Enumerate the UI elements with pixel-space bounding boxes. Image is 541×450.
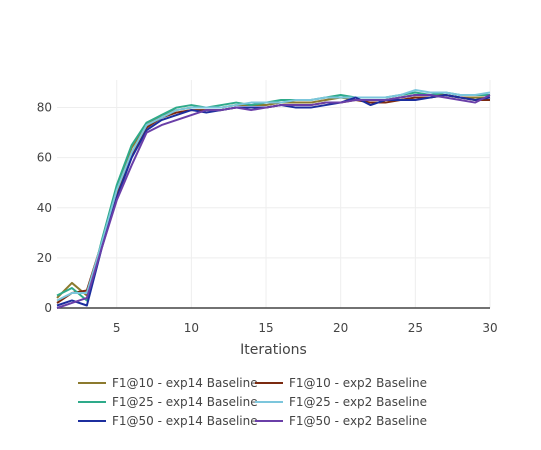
y-tick-label: 60 bbox=[37, 151, 52, 165]
legend-item[interactable]: F1@25 - exp2 Baseline bbox=[255, 395, 427, 409]
x-axis-title: Iterations bbox=[240, 342, 307, 358]
legend-item[interactable]: F1@10 - exp14 Baseline bbox=[78, 376, 258, 390]
x-tick-label: 5 bbox=[113, 321, 121, 335]
legend-label: F1@10 - exp14 Baseline bbox=[112, 376, 258, 390]
series-line-6 bbox=[56, 94, 491, 309]
legend-label: F1@10 - exp2 Baseline bbox=[289, 376, 427, 390]
x-tick-label: 15 bbox=[258, 321, 273, 335]
x-tick-label: 20 bbox=[333, 321, 348, 335]
y-tick-label: 20 bbox=[37, 251, 52, 265]
legend[interactable]: F1@10 - exp14 Baseline F1@10 - exp2 Basel… bbox=[78, 376, 427, 428]
y-tick-label: 40 bbox=[37, 201, 52, 215]
y-axis: 0 20 40 60 80 bbox=[37, 101, 52, 315]
legend-item[interactable]: F1@50 - exp14 Baseline bbox=[78, 414, 258, 428]
series-lines bbox=[56, 89, 491, 309]
x-tick-label: 10 bbox=[184, 321, 199, 335]
legend-item[interactable]: F1@10 - exp2 Baseline bbox=[255, 376, 427, 390]
grid bbox=[57, 80, 491, 308]
x-tick-label: 30 bbox=[482, 321, 497, 335]
legend-label: F1@50 - exp14 Baseline bbox=[112, 414, 258, 428]
series-line-2 bbox=[56, 94, 490, 304]
x-tick-label: 25 bbox=[408, 321, 423, 335]
legend-item[interactable]: F1@25 - exp14 Baseline bbox=[78, 395, 258, 409]
series-line-1 bbox=[56, 94, 490, 299]
x-axis: 5 10 15 20 25 30 bbox=[113, 321, 498, 335]
y-tick-label: 80 bbox=[37, 101, 52, 115]
y-tick-label: 0 bbox=[44, 301, 52, 315]
series-line-3 bbox=[56, 91, 490, 302]
legend-label: F1@25 - exp2 Baseline bbox=[289, 395, 427, 409]
series-line-5 bbox=[56, 94, 491, 307]
series-line-4 bbox=[56, 89, 491, 302]
legend-item[interactable]: F1@50 - exp2 Baseline bbox=[255, 414, 427, 428]
legend-label: F1@50 - exp2 Baseline bbox=[289, 414, 427, 428]
legend-label: F1@25 - exp14 Baseline bbox=[112, 395, 258, 409]
